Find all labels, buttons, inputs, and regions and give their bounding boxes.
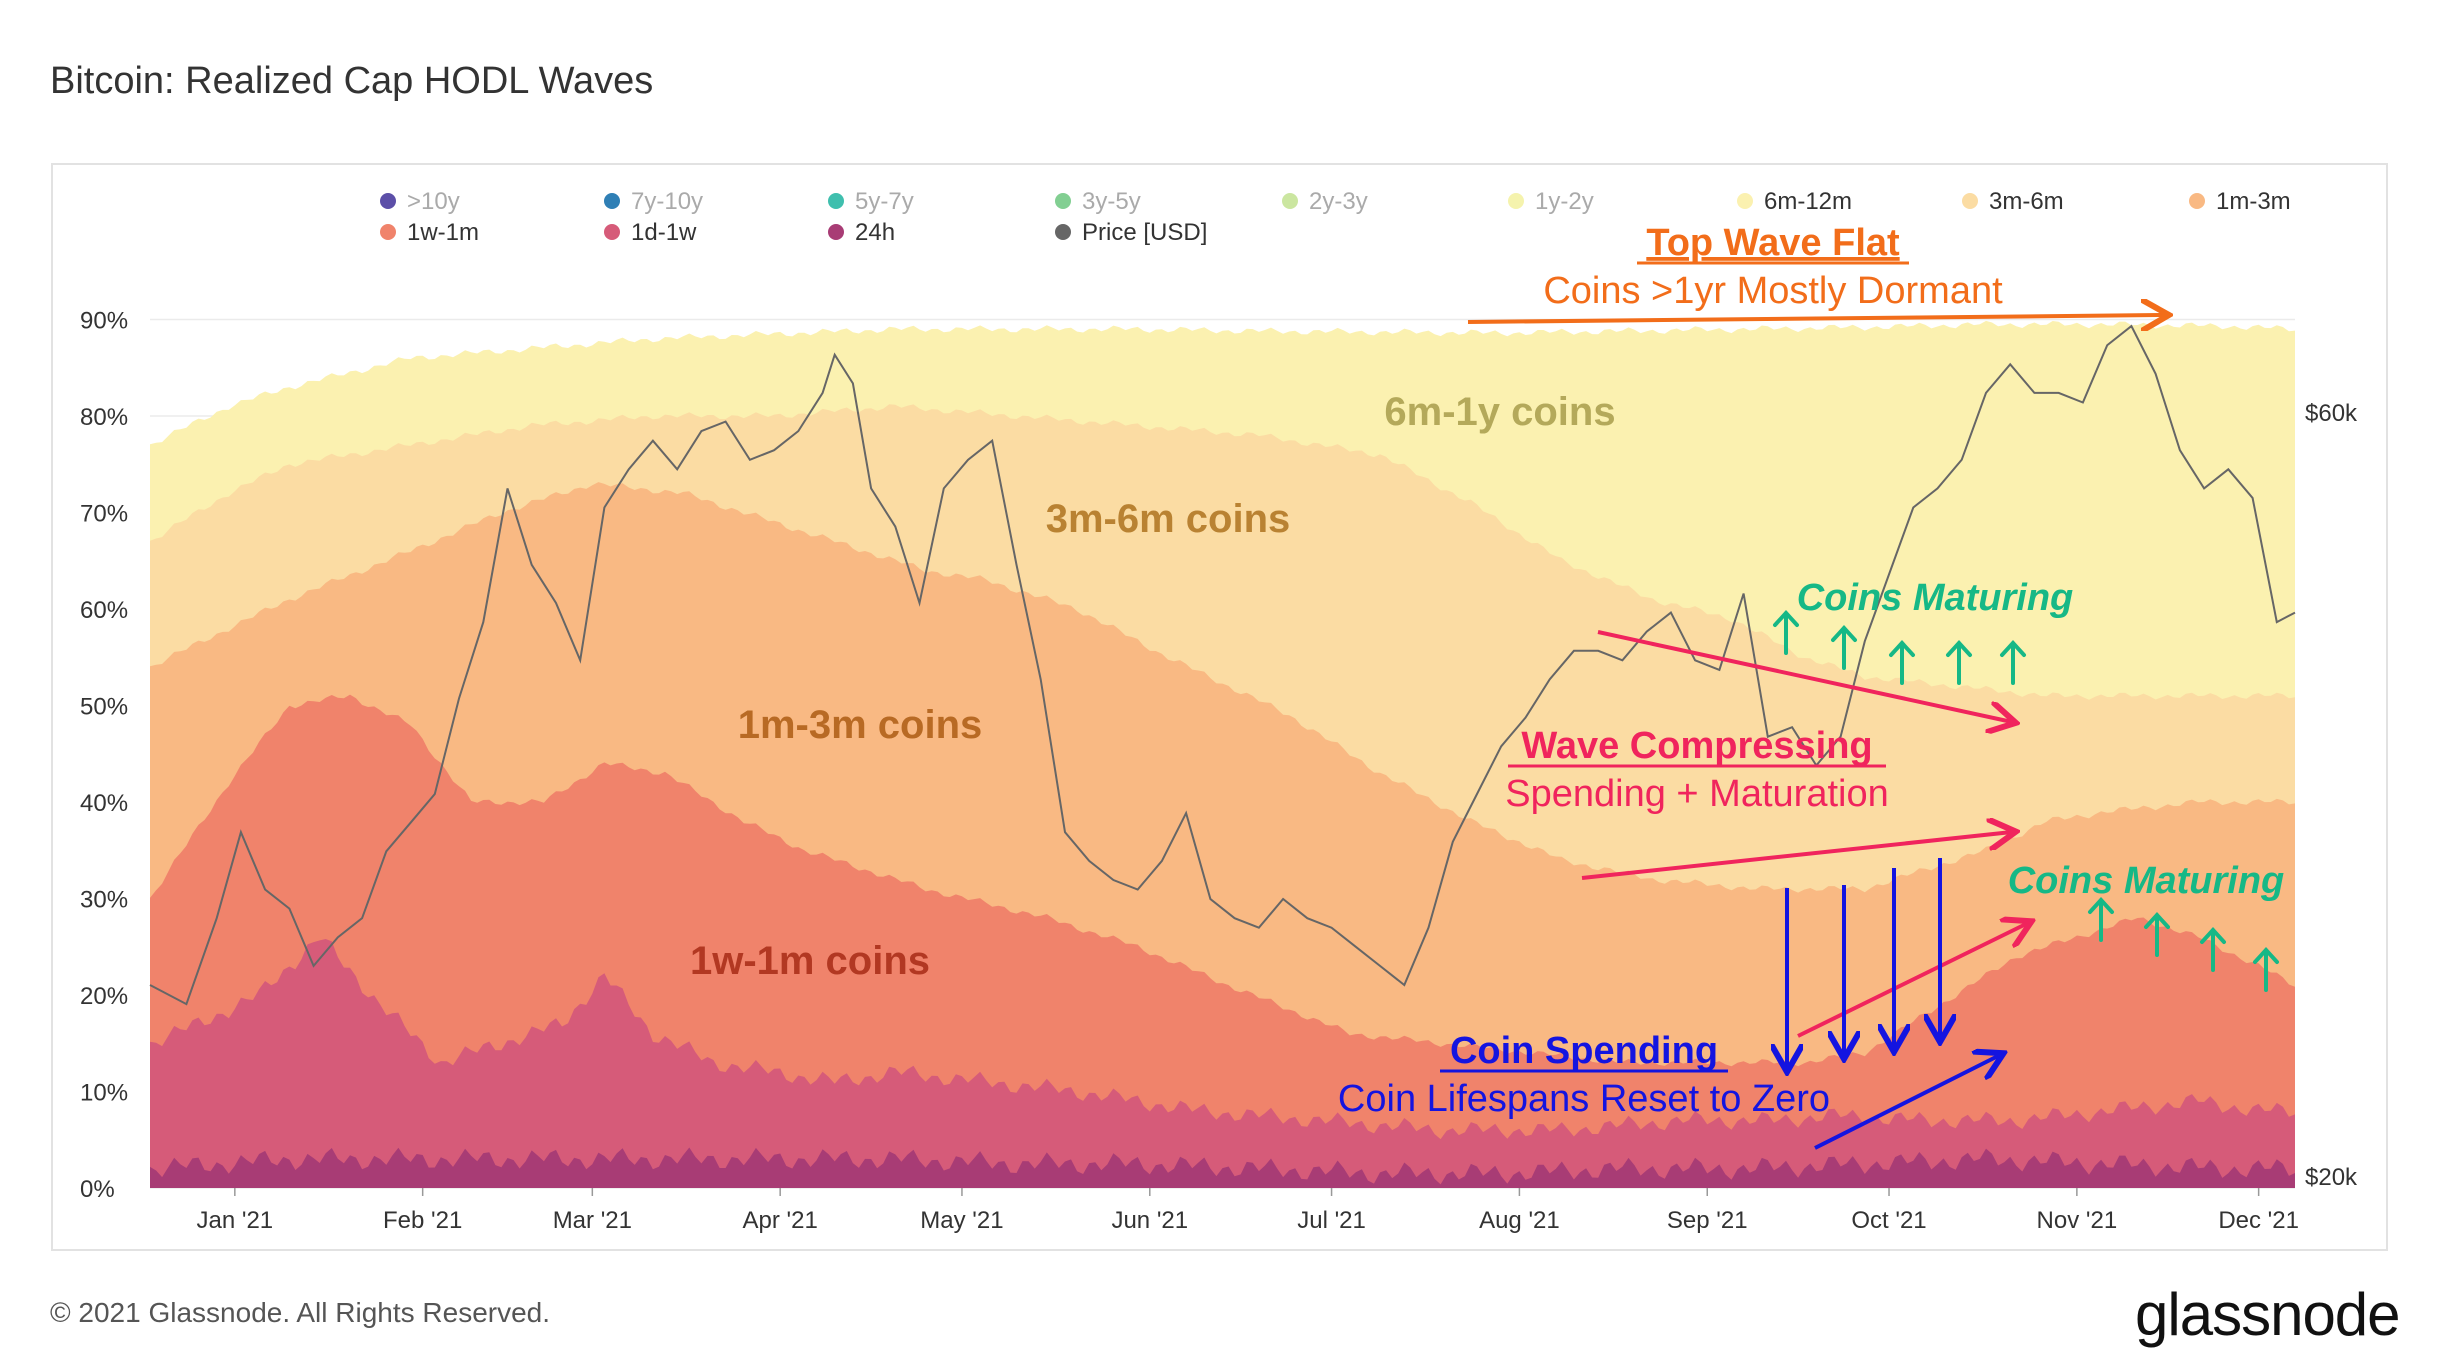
x-tick-label: Dec '21: [2218, 1207, 2299, 1234]
legend-marker-y1_2: [1508, 193, 1524, 209]
legend-label-w1_1m: 1w-1m: [407, 219, 479, 246]
x-tick-label: Jul '21: [1297, 1207, 1366, 1234]
legend-marker-y2_3: [1282, 193, 1298, 209]
x-tick-label: Feb '21: [383, 1207, 462, 1234]
legend-label-y5_7: 5y-7y: [855, 188, 914, 215]
legend-marker-m3_6: [1962, 193, 1978, 209]
x-tick-label: Jun '21: [1111, 1207, 1188, 1234]
annotation-top-wave-title: Top Wave Flat: [1646, 222, 1900, 264]
stacked-areas: [150, 320, 2295, 1189]
up-arrow-icon: [1946, 640, 1972, 685]
chart-frame: [51, 163, 2388, 1251]
y-tick-label: 60%: [80, 597, 128, 624]
legend-label-y2_3: 2y-3y: [1309, 188, 1368, 215]
x-tick-label: May '21: [920, 1207, 1003, 1234]
legend-label-price: Price [USD]: [1082, 219, 1207, 246]
legend-label-gt10y: >10y: [407, 188, 460, 215]
y-right-tick-label: $60k: [2305, 400, 2358, 427]
up-arrow-icon: [1831, 625, 1857, 670]
y-axis-left: 0% 10% 20% 30% 40% 50% 60% 70% 80% 90%: [80, 308, 128, 1204]
legend-marker-m6_12: [1737, 193, 1753, 209]
band-label-1w-1m: 1w-1m coins: [690, 939, 930, 983]
y-right-tick-label: $20k: [2305, 1164, 2358, 1191]
legend-label-m1_3: 1m-3m: [2216, 188, 2291, 215]
legend-marker-m1_3: [2189, 193, 2205, 209]
annotation-compress-sub: Spending + Maturation: [1505, 773, 1888, 815]
y-tick-label: 30%: [80, 887, 128, 914]
area-d1_1w: [150, 939, 2295, 1188]
legend-marker-y7_10: [604, 193, 620, 209]
up-arrow-icon: [1889, 640, 1915, 685]
arrow-spend-diagonal: [1814, 1055, 2000, 1150]
legend-marker-gt10y: [380, 193, 396, 209]
x-tick-label: Sep '21: [1667, 1207, 1748, 1234]
legend-marker-y3_5: [1055, 193, 1071, 209]
up-arrow-icon: [2000, 640, 2026, 685]
footer-copyright: © 2021 Glassnode. All Rights Reserved.: [50, 1297, 551, 1328]
spending-arrows: [1787, 858, 1940, 1068]
annotation-coins-maturing-1: Coins Maturing: [1797, 577, 2074, 619]
arrow-top-wave: [1467, 315, 2165, 322]
page-title: Bitcoin: Realized Cap HODL Waves: [50, 60, 654, 102]
x-tick-label: Apr '21: [743, 1207, 818, 1234]
legend-label-y7_10: 7y-10y: [631, 188, 703, 215]
x-tick-label: Aug '21: [1479, 1207, 1560, 1234]
x-tick-label: Jan '21: [197, 1207, 274, 1234]
y-tick-label: 80%: [80, 404, 128, 431]
up-arrow-icon: [2144, 912, 2170, 957]
y-tick-label: 20%: [80, 983, 128, 1010]
arrow-compress-bottom: [1797, 923, 2028, 1038]
y-tick-label: 0%: [80, 1176, 115, 1203]
annotation-top-wave-sub: Coins >1yr Mostly Dormant: [1543, 270, 2003, 312]
legend-label-d1_1w: 1d-1w: [631, 219, 697, 246]
price-line-group: [149, 324, 2296, 1006]
y-tick-label: 40%: [80, 790, 128, 817]
x-tick-label: Oct '21: [1851, 1207, 1926, 1234]
band-label-3m-6m: 3m-6m coins: [1046, 497, 1291, 541]
x-axis: Jan '21 Feb '21 Mar '21 Apr '21 May '21 Jun '…: [197, 1188, 2299, 1234]
legend-marker-price: [1055, 224, 1071, 240]
arrow-compress-lower: [1581, 832, 2012, 880]
legend-label-h24: 24h: [855, 219, 895, 246]
legend-marker-d1_1w: [604, 224, 620, 240]
x-tick-label: Mar '21: [553, 1207, 632, 1234]
annotation-spend-title: Coin Spending: [1450, 1030, 1718, 1072]
up-arrow-icon: [2200, 927, 2226, 972]
price-line: [149, 324, 2296, 1006]
band-label-1m-3m: 1m-3m coins: [738, 703, 983, 747]
legend-marker-h24: [828, 224, 844, 240]
band-label-6m-1y: 6m-1y coins: [1384, 390, 1615, 434]
y-tick-label: 10%: [80, 1080, 128, 1107]
up-arrow-icon: [1773, 610, 1799, 655]
annotation-spend-sub: Coin Lifespans Reset to Zero: [1338, 1078, 1830, 1120]
legend-label-y1_2: 1y-2y: [1535, 188, 1594, 215]
y-axis-right: $20k $60k: [2305, 400, 2358, 1191]
y-tick-label: 90%: [80, 308, 128, 335]
glassnode-logo: glassnode: [2135, 1281, 2401, 1348]
annotation-compress-title: Wave Compressing: [1521, 725, 1872, 767]
legend-label-m6_12: 6m-12m: [1764, 188, 1852, 215]
y-tick-label: 70%: [80, 501, 128, 528]
legend-label-y3_5: 3y-5y: [1082, 188, 1141, 215]
maturing-arrows-upper: [1773, 610, 2026, 685]
legend-marker-y5_7: [828, 193, 844, 209]
arrow-compress-upper: [1597, 630, 2012, 722]
legend-label-m3_6: 3m-6m: [1989, 188, 2064, 215]
legend-marker-w1_1m: [380, 224, 396, 240]
maturing-arrows-lower: [2088, 897, 2279, 992]
y-tick-label: 50%: [80, 694, 128, 721]
annotation-coins-maturing-2: Coins Maturing: [2008, 860, 2285, 902]
up-arrow-icon: [2088, 897, 2114, 942]
x-tick-label: Nov '21: [2037, 1207, 2118, 1234]
up-arrow-icon: [2253, 947, 2279, 992]
area-h24: [150, 1147, 2295, 1188]
legend: >10y 7y-10y 5y-7y 3y-5y 2y-3y 1y-2y 6m-12m 3m-6…: [380, 188, 2291, 246]
